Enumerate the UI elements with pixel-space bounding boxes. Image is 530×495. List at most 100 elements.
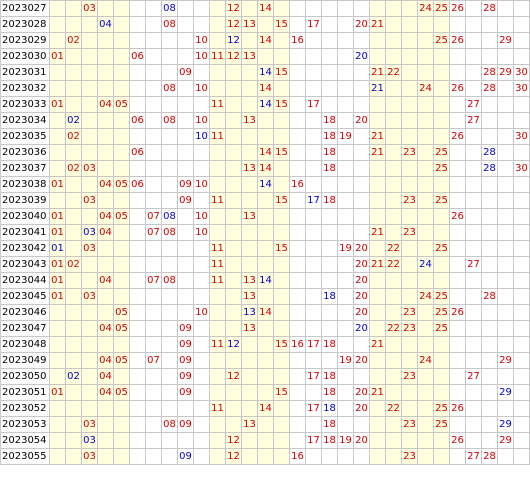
red-number-cell: 14 bbox=[257, 32, 274, 49]
table-row: 2023033 01 04 05 11 14 15 17 27 bbox=[0, 96, 530, 113]
red-number-cell: 09 bbox=[177, 192, 194, 209]
red-number-cell: 04 bbox=[97, 176, 114, 193]
number-cell bbox=[145, 192, 162, 209]
number-cell bbox=[417, 48, 434, 65]
number-cell bbox=[433, 352, 450, 369]
number-cell bbox=[305, 0, 322, 17]
number-cell bbox=[385, 304, 402, 321]
number-cell bbox=[177, 256, 194, 273]
number-cell bbox=[177, 208, 194, 225]
number-cell bbox=[465, 192, 482, 209]
number-cell bbox=[369, 416, 386, 433]
number-cell bbox=[177, 112, 194, 129]
number-cell bbox=[449, 224, 466, 241]
number-cell bbox=[241, 432, 258, 449]
blue-number-cell: 28 bbox=[481, 160, 498, 177]
red-number-cell: 24 bbox=[417, 80, 434, 97]
red-number-cell: 17 bbox=[305, 368, 322, 385]
red-number-cell: 27 bbox=[465, 112, 482, 129]
number-cell bbox=[145, 80, 162, 97]
number-cell bbox=[465, 272, 482, 289]
number-cell bbox=[481, 208, 498, 225]
table-row: 2023051 01 04 05 09 15 18 20 21 29 bbox=[0, 384, 530, 401]
number-cell bbox=[465, 240, 482, 257]
red-number-cell: 01 bbox=[49, 208, 66, 225]
number-cell bbox=[209, 224, 226, 241]
number-cell bbox=[513, 240, 530, 257]
number-cell bbox=[289, 432, 306, 449]
number-cell bbox=[49, 160, 66, 177]
number-cell bbox=[481, 48, 498, 65]
number-cell bbox=[81, 256, 98, 273]
number-cell bbox=[289, 304, 306, 321]
red-number-cell: 26 bbox=[449, 304, 466, 321]
number-cell bbox=[65, 96, 82, 113]
number-cell bbox=[65, 64, 82, 81]
number-cell bbox=[417, 208, 434, 225]
number-cell bbox=[513, 320, 530, 337]
red-number-cell: 26 bbox=[449, 400, 466, 417]
number-cell bbox=[353, 176, 370, 193]
number-cell bbox=[225, 144, 242, 161]
number-cell bbox=[49, 352, 66, 369]
number-cell bbox=[305, 320, 322, 337]
number-cell bbox=[289, 416, 306, 433]
number-cell bbox=[513, 400, 530, 417]
number-cell bbox=[65, 384, 82, 401]
red-number-cell: 15 bbox=[273, 336, 290, 353]
number-cell bbox=[81, 128, 98, 145]
number-cell bbox=[481, 224, 498, 241]
number-cell bbox=[225, 96, 242, 113]
number-cell bbox=[433, 80, 450, 97]
number-cell bbox=[97, 240, 114, 257]
number-cell bbox=[417, 96, 434, 113]
red-number-cell: 02 bbox=[65, 32, 82, 49]
number-cell bbox=[209, 160, 226, 177]
number-cell bbox=[145, 256, 162, 273]
number-cell bbox=[161, 192, 178, 209]
red-number-cell: 18 bbox=[321, 416, 338, 433]
number-cell bbox=[481, 32, 498, 49]
number-cell bbox=[49, 112, 66, 129]
blue-number-cell: 29 bbox=[497, 416, 514, 433]
number-cell bbox=[225, 240, 242, 257]
number-cell bbox=[305, 384, 322, 401]
number-cell bbox=[385, 176, 402, 193]
number-cell bbox=[401, 64, 418, 81]
number-cell bbox=[353, 128, 370, 145]
number-cell bbox=[241, 192, 258, 209]
trend-table-body: 2023027 03 08 12 14 24 25 26 28 2023028 04 08 12 13 15… bbox=[0, 0, 530, 465]
number-cell bbox=[273, 304, 290, 321]
number-cell bbox=[305, 272, 322, 289]
number-cell bbox=[401, 112, 418, 129]
number-cell bbox=[353, 32, 370, 49]
number-cell bbox=[513, 448, 530, 465]
red-number-cell: 11 bbox=[209, 336, 226, 353]
number-cell bbox=[209, 288, 226, 305]
number-cell bbox=[129, 80, 146, 97]
number-cell bbox=[513, 48, 530, 65]
number-cell bbox=[513, 0, 530, 17]
period-cell: 2023032 bbox=[0, 80, 50, 97]
blue-number-cell: 20 bbox=[353, 320, 370, 337]
red-number-cell: 21 bbox=[369, 336, 386, 353]
table-row: 2023037 02 03 13 14 18 25 28 30 bbox=[0, 160, 530, 177]
blue-number-cell: 01 bbox=[49, 240, 66, 257]
number-cell bbox=[497, 272, 514, 289]
number-cell bbox=[209, 64, 226, 81]
period-cell: 2023039 bbox=[0, 192, 50, 209]
number-cell bbox=[369, 448, 386, 465]
number-cell bbox=[129, 32, 146, 49]
number-cell bbox=[81, 384, 98, 401]
red-number-cell: 11 bbox=[209, 400, 226, 417]
number-cell bbox=[449, 112, 466, 129]
number-cell bbox=[177, 432, 194, 449]
number-cell bbox=[337, 144, 354, 161]
number-cell bbox=[209, 16, 226, 33]
period-cell: 2023045 bbox=[0, 288, 50, 305]
number-cell bbox=[305, 288, 322, 305]
number-cell bbox=[177, 144, 194, 161]
number-cell bbox=[465, 160, 482, 177]
number-cell bbox=[209, 448, 226, 465]
blue-number-cell: 18 bbox=[321, 400, 338, 417]
